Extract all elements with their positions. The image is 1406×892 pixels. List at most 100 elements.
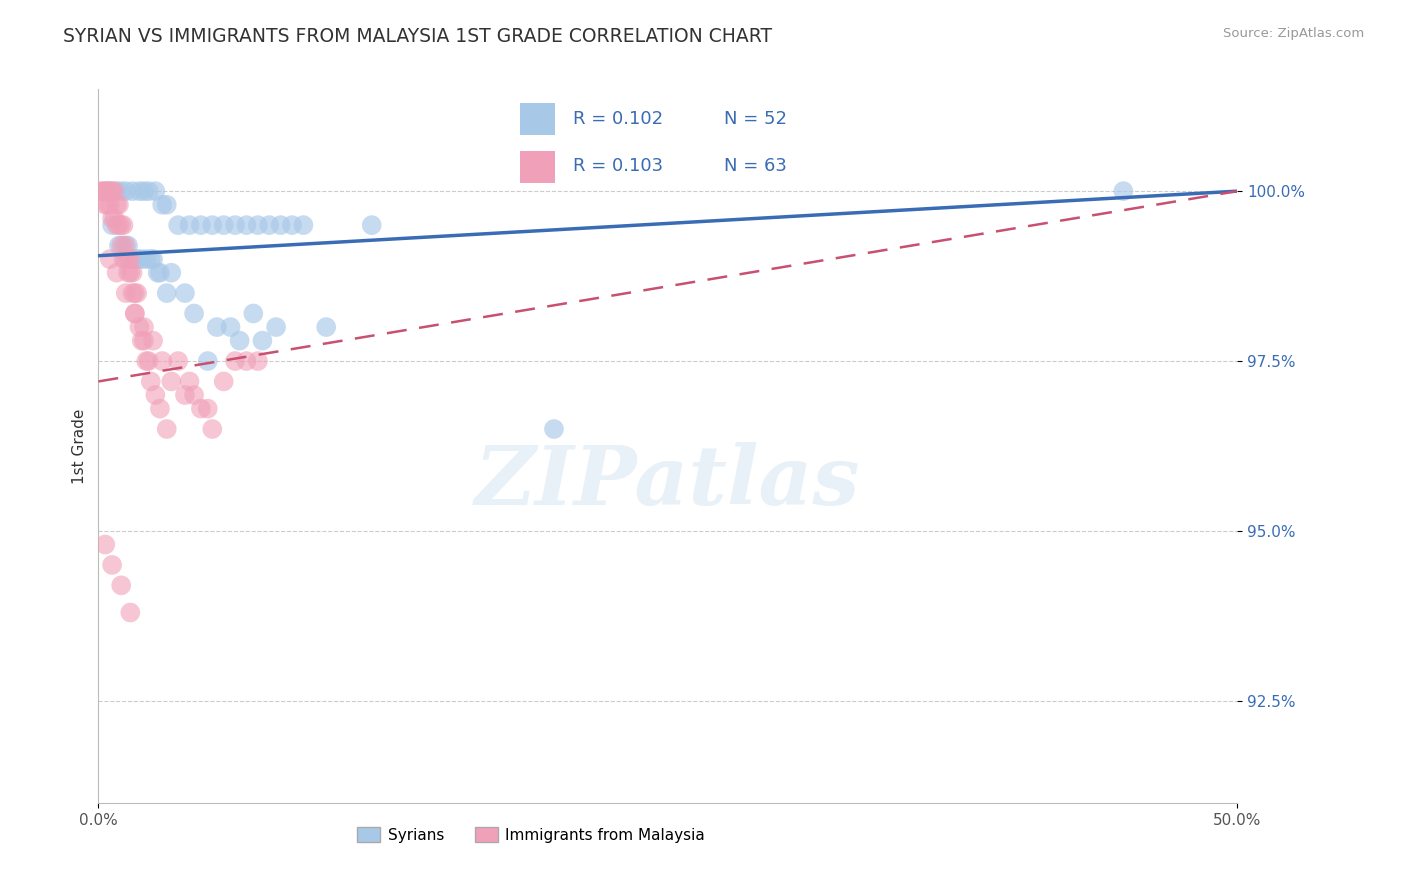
- Point: [127, 286, 149, 301]
- Point: [94, 184, 117, 198]
- Text: R = 0.103: R = 0.103: [574, 157, 664, 175]
- Text: SYRIAN VS IMMIGRANTS FROM MALAYSIA 1ST GRADE CORRELATION CHART: SYRIAN VS IMMIGRANTS FROM MALAYSIA 1ST G…: [63, 27, 772, 45]
- Point: [197, 401, 219, 416]
- Point: [160, 266, 183, 280]
- Point: [179, 375, 201, 389]
- Point: [135, 252, 157, 266]
- Point: [235, 218, 257, 232]
- Point: [105, 218, 128, 232]
- Point: [138, 184, 160, 198]
- Point: [201, 422, 224, 436]
- Text: ZIPatlas: ZIPatlas: [475, 442, 860, 522]
- Point: [105, 184, 128, 198]
- Point: [205, 320, 228, 334]
- Point: [112, 252, 135, 266]
- Point: [101, 211, 124, 226]
- Point: [110, 238, 132, 252]
- Point: [150, 198, 173, 212]
- Point: [228, 334, 250, 348]
- Point: [103, 211, 125, 226]
- Point: [156, 286, 179, 301]
- Point: [224, 354, 246, 368]
- Point: [281, 218, 304, 232]
- Point: [91, 184, 114, 198]
- Point: [149, 266, 172, 280]
- Text: N = 52: N = 52: [724, 111, 787, 128]
- Legend: Syrians, Immigrants from Malaysia: Syrians, Immigrants from Malaysia: [352, 821, 711, 848]
- Point: [94, 537, 117, 551]
- Point: [121, 184, 143, 198]
- Point: [124, 306, 146, 320]
- Text: N = 63: N = 63: [724, 157, 787, 175]
- Point: [142, 252, 165, 266]
- Point: [110, 184, 132, 198]
- Point: [110, 578, 132, 592]
- Point: [179, 218, 201, 232]
- Point: [98, 252, 121, 266]
- Point: [246, 218, 269, 232]
- Point: [145, 184, 167, 198]
- Point: [138, 354, 160, 368]
- Point: [112, 238, 135, 252]
- Point: [270, 218, 292, 232]
- Point: [183, 388, 205, 402]
- Point: [101, 184, 124, 198]
- Point: [212, 218, 235, 232]
- Point: [183, 306, 205, 320]
- Point: [132, 320, 155, 334]
- Point: [131, 252, 153, 266]
- Point: [94, 184, 117, 198]
- Point: [190, 401, 212, 416]
- Point: [360, 218, 382, 232]
- Point: [150, 354, 173, 368]
- Point: [108, 198, 131, 212]
- Point: [190, 218, 212, 232]
- Point: [98, 184, 121, 198]
- Point: [124, 252, 146, 266]
- Point: [292, 218, 315, 232]
- Point: [139, 375, 162, 389]
- Point: [96, 184, 118, 198]
- Point: [105, 198, 128, 212]
- Point: [114, 252, 136, 266]
- Point: [156, 198, 179, 212]
- Point: [94, 198, 117, 212]
- Point: [167, 218, 190, 232]
- Point: [98, 198, 121, 212]
- Point: [135, 354, 157, 368]
- Point: [117, 266, 139, 280]
- Point: [132, 184, 155, 198]
- Point: [114, 238, 136, 252]
- Point: [252, 334, 274, 348]
- Point: [124, 306, 146, 320]
- Text: Source: ZipAtlas.com: Source: ZipAtlas.com: [1223, 27, 1364, 40]
- Point: [201, 218, 224, 232]
- Point: [120, 266, 142, 280]
- Point: [90, 184, 112, 198]
- FancyBboxPatch shape: [520, 152, 555, 184]
- Point: [219, 320, 242, 334]
- Point: [160, 375, 183, 389]
- Point: [543, 422, 565, 436]
- Text: R = 0.102: R = 0.102: [574, 111, 664, 128]
- Point: [142, 334, 165, 348]
- Point: [98, 184, 121, 198]
- Point: [105, 266, 128, 280]
- Point: [132, 334, 155, 348]
- Point: [235, 354, 257, 368]
- Point: [114, 286, 136, 301]
- Point: [197, 354, 219, 368]
- Point: [114, 184, 136, 198]
- Point: [167, 354, 190, 368]
- Point: [131, 334, 153, 348]
- Point: [117, 252, 139, 266]
- Point: [127, 252, 149, 266]
- Point: [174, 388, 197, 402]
- Point: [264, 320, 287, 334]
- Point: [1112, 184, 1135, 198]
- Point: [108, 238, 131, 252]
- Point: [121, 266, 143, 280]
- Point: [242, 306, 264, 320]
- Point: [120, 252, 142, 266]
- Point: [212, 375, 235, 389]
